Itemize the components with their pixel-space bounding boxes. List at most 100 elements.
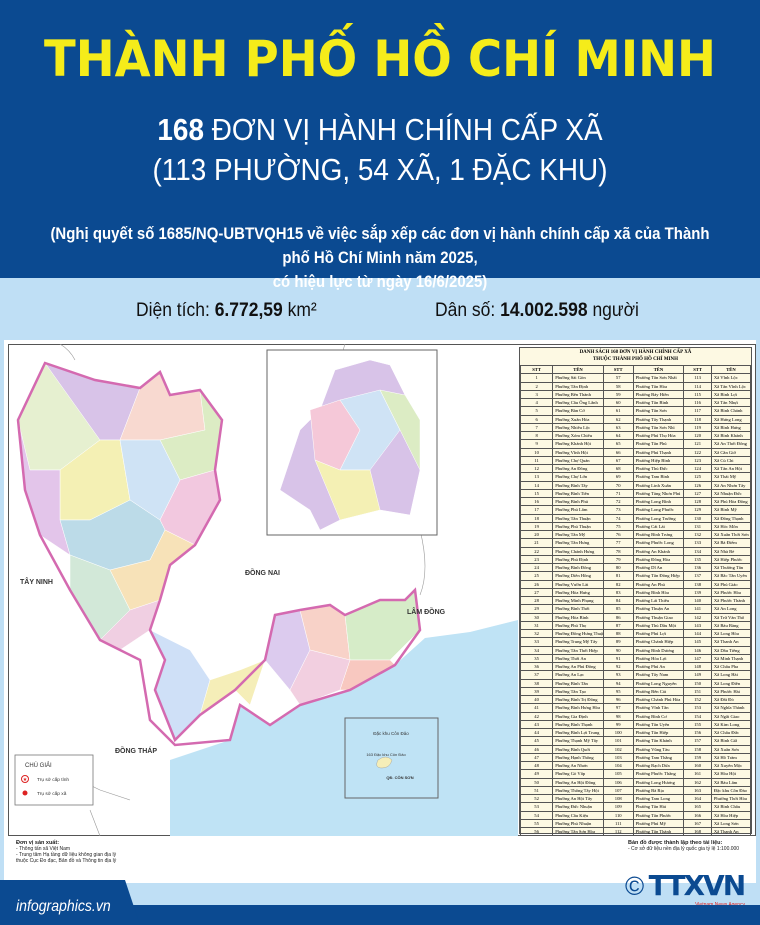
table-row: 38 Phường Bình Tân 94 Phường Long Nguyên 150… <box>519 678 752 688</box>
row-stt: 144 <box>683 628 712 639</box>
row-name: Phường Nhiêu Lộc <box>552 422 604 433</box>
row-name: Phường Rạch Dừa <box>632 760 685 771</box>
row-name: Xã Phước Thành <box>710 595 752 606</box>
row-name: Phường Chánh Phú Hòa <box>632 694 685 705</box>
row-stt: 60 <box>602 397 634 408</box>
row-stt: 63 <box>602 422 634 433</box>
row-stt: 163 <box>683 785 712 796</box>
row-name: Xã Tân Nhựt <box>710 397 752 408</box>
row-name: Đặc khu Côn Đảo <box>710 785 752 796</box>
row-name: Phường Vĩnh Hội <box>552 447 604 457</box>
table-row: 4 Phường Cầu Ông Lãnh 60 Phường Tân Bình 116… <box>519 397 752 408</box>
row-name: Phường Đức Nhuận <box>552 802 604 812</box>
row-name: Phường Bảy Hiền <box>632 389 685 400</box>
row-stt: 129 <box>683 505 712 515</box>
row-name: Phường Tân Mỹ <box>552 529 604 540</box>
row-name: Phường Đông Hòa <box>632 554 685 565</box>
row-name: Xã Long Hòa <box>710 628 752 639</box>
row-name: Phường Xóm Chiếu <box>552 430 604 441</box>
row-stt: 113 <box>683 373 712 383</box>
row-name: Phường An Hội Đông <box>552 777 604 787</box>
row-name: Phường Bình Hòa <box>632 587 685 598</box>
table-row: 24 Phường Bình Đông 80 Phường Dĩ An 136 Xã Th… <box>519 562 752 573</box>
table-row: 55 Phường Phú Nhuận 111 Phường Phú Mỹ 167 Xã … <box>519 818 752 829</box>
row-stt: 44 <box>519 727 554 738</box>
city-border <box>16 361 422 747</box>
row-stt: 81 <box>602 571 634 581</box>
row-stt: 22 <box>519 546 554 556</box>
row-stt: 87 <box>602 620 634 631</box>
row-stt: 52 <box>519 793 554 804</box>
area-unit: km² <box>287 300 317 321</box>
row-stt: 7 <box>519 422 554 433</box>
col-header-name: TÊN <box>710 364 752 375</box>
label-dong-nai: ĐỒNG NAI <box>245 567 280 577</box>
row-name: Phường Hiệp Bình <box>632 455 685 466</box>
row-stt: 84 <box>602 595 634 606</box>
row-stt: 14 <box>519 480 554 490</box>
producer-line: thuộc Cục Đo đạc, Bản đồ và Thông tin đị… <box>16 858 117 864</box>
table-row: 50 Phường An Hội Đông 106 Phường Long Hương… <box>519 777 752 787</box>
row-stt: 68 <box>602 463 634 474</box>
table-row: 16 Phường Bình Phú 72 Phường Long Bình 128 Xã… <box>519 496 752 507</box>
row-stt: 93 <box>602 670 634 680</box>
subtitle-breakdown: (113 PHƯỜNG, 54 XÃ, 1 ĐẶC KHU) <box>152 152 608 187</box>
label-tay-ninh: TÂY NINH <box>20 577 53 586</box>
administrative-map: Đặc khu Côn Đảo 163 Đặc khu Côn Đảo QĐ. … <box>14 344 518 836</box>
row-name: Xã Xuyên Mộc <box>710 760 752 771</box>
table-row: 10 Phường Vĩnh Hội 66 Phường Phú Thạnh 122 Xã… <box>519 447 752 457</box>
row-name: Phường Tân Đông Hiệp <box>632 571 685 581</box>
row-stt: 97 <box>602 703 634 713</box>
row-name: Phường Tân Sơn Hòa <box>552 826 604 837</box>
row-stt: 65 <box>602 439 634 449</box>
commune-table: DANH SÁCH 168 ĐƠN VỊ HÀNH CHÍNH CẤP XÃ TH… <box>519 347 752 837</box>
row-stt: 110 <box>602 810 634 820</box>
row-stt: 114 <box>683 381 712 391</box>
site-link[interactable]: infographics.vn <box>16 898 111 915</box>
row-stt: 122 <box>683 447 712 457</box>
row-stt: 134 <box>683 546 712 556</box>
row-name: Xã Ngãi Giao <box>710 711 752 721</box>
table-row: 26 Phường Vườn Lài 82 Phường An Phú 138 Xã Ph… <box>519 579 752 589</box>
row-name: Xã Bình Mỹ <box>710 505 752 515</box>
source-note: Bản đồ được thành lập theo tài liệu: - C… <box>628 840 739 852</box>
row-stt: 83 <box>602 587 634 598</box>
row-name: Phường Vườn Lài <box>552 579 604 589</box>
row-stt: 4 <box>519 397 554 408</box>
table-row: 30 Phường Hòa Bình 86 Phường Thuận Giao 142 X… <box>519 612 752 622</box>
row-name: Phường Thới An <box>552 653 604 664</box>
row-stt: 104 <box>602 760 634 771</box>
table-row: 15 Phường Bình Tiên 71 Phường Tăng Nhơn Phú… <box>519 488 752 499</box>
row-stt: 37 <box>519 670 554 680</box>
row-name: Phường Chánh Hiệp <box>632 637 685 647</box>
table-row: 44 Phường Bình Lợi Trung 100 Phường Tân Hiệ… <box>519 727 752 738</box>
area-value: 6.772,59 <box>214 300 283 321</box>
row-stt: 24 <box>519 562 554 573</box>
row-stt: 1 <box>519 373 554 383</box>
row-name: Xã Hồ Tràm <box>710 752 752 763</box>
row-name: Phường An Đông <box>552 463 604 474</box>
row-name: Xã Hòa Hội <box>710 769 752 779</box>
row-stt: 155 <box>683 719 712 730</box>
star-circle-icon <box>21 775 29 783</box>
logo-row: © TTXVN <box>625 871 746 902</box>
inset-map <box>266 349 438 536</box>
row-stt: 118 <box>683 414 712 424</box>
row-name: Phường Long Phước <box>632 505 685 515</box>
row-stt: 43 <box>519 719 554 730</box>
table-row: 56 Phường Tân Sơn Hòa 112 Phường Tân Thành 1… <box>519 826 752 837</box>
table-row: 34 Phường Tân Thới Hiệp 90 Phường Bình Dươn… <box>519 645 752 655</box>
row-name: Xã Vĩnh Lộc <box>710 373 752 383</box>
table-row: 36 Phường An Phú Đông 92 Phường Phú An 148 Xã… <box>519 661 752 672</box>
row-name: Phường Tân Phú <box>632 439 685 449</box>
row-stt: 49 <box>519 769 554 779</box>
table-row: 21 Phường Tân Hưng 77 Phường Phước Long 133 X… <box>519 538 752 548</box>
table-row: 52 Phường An Hội Tây 108 Phường Tam Long 164… <box>519 793 752 804</box>
copyright-icon: © <box>625 871 645 901</box>
table-row: 47 Phường Hạnh Thông 103 Phường Tam Thắng 15… <box>519 752 752 763</box>
row-name: Phường Linh Xuân <box>632 480 685 490</box>
row-stt: 146 <box>683 645 712 655</box>
row-stt: 42 <box>519 711 554 721</box>
col-header-name: TÊN <box>552 364 604 375</box>
row-name: Phường Bà Rịa <box>632 785 685 796</box>
